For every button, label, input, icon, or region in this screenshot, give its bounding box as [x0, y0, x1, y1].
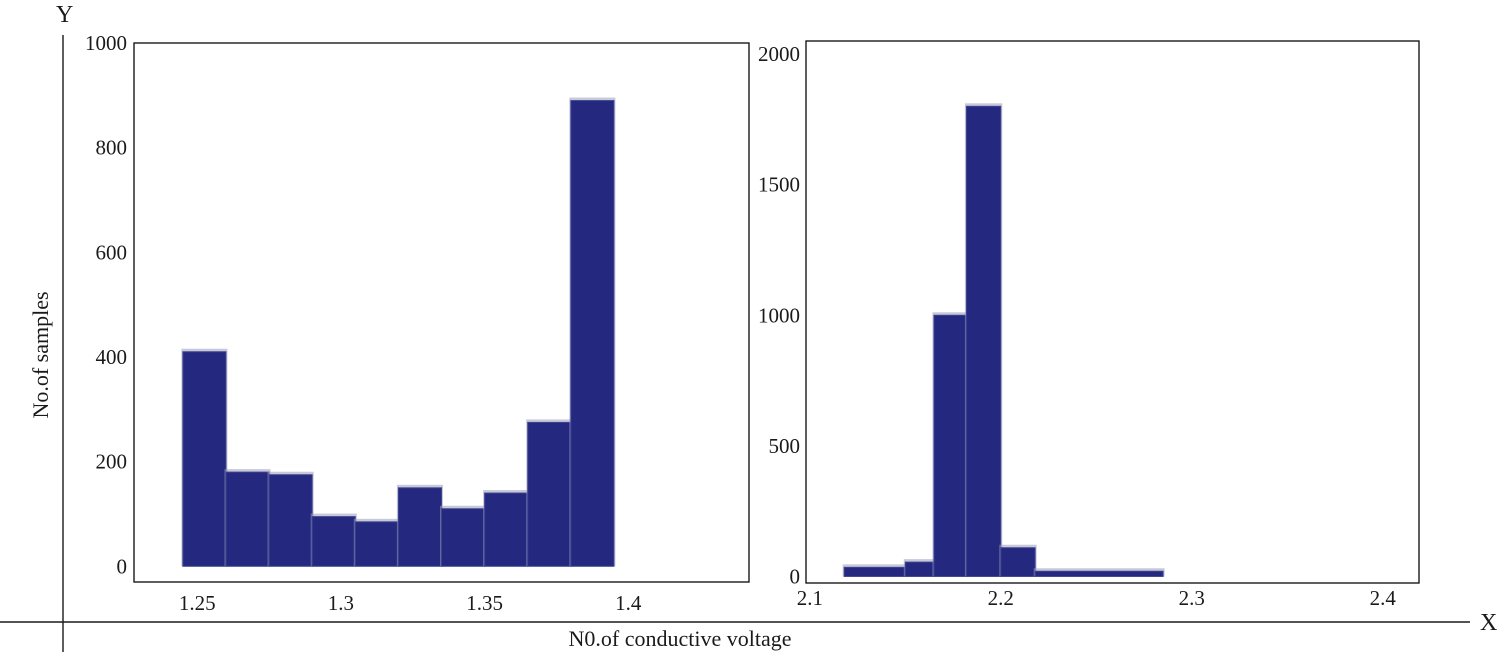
right-histogram-bar-4: [1000, 547, 1036, 577]
left-y-tick-label: 0: [117, 554, 128, 578]
left-y-tick-label: 1000: [85, 31, 127, 55]
y-axis-title: No.of samples: [28, 291, 53, 418]
right-x-ticks: 2.1 2.2 2.3 2.4: [797, 586, 1397, 610]
left-histogram-bar-0: [182, 351, 227, 567]
right-histogram-panel: 0 500 1000 1500 2000 2.1 2.2 2.3 2.4: [758, 40, 1420, 610]
right-plot-frame: [805, 40, 1420, 584]
y-axis-letter: Y: [56, 2, 73, 28]
left-histogram-bar-1: [225, 471, 270, 567]
right-y-ticks: 0 500 1000 1500 2000: [758, 42, 800, 588]
left-y-ticks: 0 200 400 600 800 1000: [85, 31, 127, 578]
right-y-tick-label: 2000: [758, 42, 800, 66]
left-histogram-bar-4: [354, 521, 399, 567]
left-histogram-bar-3: [311, 516, 356, 567]
left-histogram-bar-6: [441, 508, 486, 567]
left-histogram-bar-2: [268, 474, 313, 567]
right-y-tick-label: 500: [769, 434, 801, 458]
right-x-tick-label: 2.1: [797, 586, 823, 610]
right-histogram-bar-5: [1034, 570, 1164, 577]
right-x-tick-label: 2.3: [1179, 586, 1205, 610]
left-y-tick-label: 600: [96, 240, 128, 264]
left-histogram-panel: 0 200 400 600 800 1000 1.25 1.3 1.35 1.4: [85, 31, 750, 615]
left-y-tick-label: 400: [96, 345, 128, 369]
left-x-tick-label: 1.35: [466, 591, 503, 615]
right-histogram-bar-0: [843, 566, 906, 577]
left-histogram-bar-8: [527, 421, 572, 567]
left-y-tick-label: 800: [96, 136, 128, 160]
left-histogram-bars: [181, 97, 616, 567]
left-x-ticks: 1.25 1.3 1.35 1.4: [179, 591, 642, 615]
x-axis-title: N0.of conductive voltage: [569, 626, 792, 651]
right-y-tick-label: 0: [790, 564, 801, 588]
left-histogram-bar-5: [397, 487, 442, 567]
left-x-tick-label: 1.3: [328, 591, 354, 615]
right-x-tick-label: 2.4: [1370, 586, 1397, 610]
left-plot-frame: [133, 42, 750, 583]
right-histogram-bar-3: [965, 105, 1002, 577]
left-histogram-bar-9: [570, 100, 615, 567]
left-x-tick-label: 1.25: [179, 591, 216, 615]
left-x-tick-label: 1.4: [615, 591, 642, 615]
right-y-tick-label: 1500: [758, 173, 800, 197]
right-histogram-bars: [842, 103, 1165, 577]
right-y-tick-label: 1000: [758, 303, 800, 327]
left-y-tick-label: 200: [96, 450, 128, 474]
x-axis-letter: X: [1480, 610, 1497, 636]
right-histogram-bar-1: [904, 561, 935, 577]
left-histogram-bar-7: [484, 492, 529, 567]
right-histogram-bar-2: [933, 314, 967, 577]
right-x-tick-label: 2.2: [988, 586, 1014, 610]
